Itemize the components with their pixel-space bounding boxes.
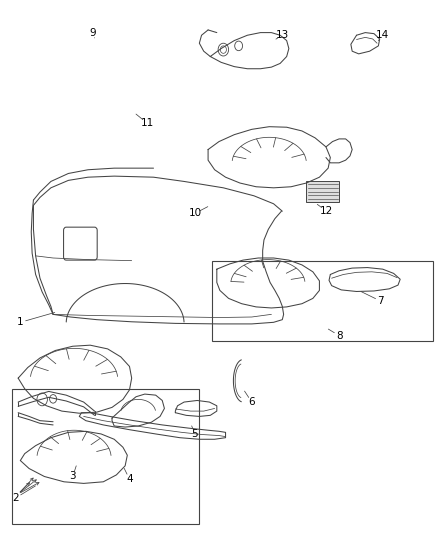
Text: 1: 1	[17, 317, 24, 327]
Text: 5: 5	[192, 429, 198, 439]
Text: 2: 2	[13, 492, 19, 503]
Text: 11: 11	[140, 118, 154, 128]
Bar	[12, 389, 199, 524]
Text: 7: 7	[377, 296, 384, 306]
Text: 4: 4	[126, 474, 133, 484]
Text: 12: 12	[319, 206, 332, 216]
Text: 6: 6	[248, 397, 255, 407]
Text: 13: 13	[276, 30, 289, 41]
Text: 14: 14	[376, 30, 389, 41]
Bar	[212, 261, 433, 341]
Text: 10: 10	[188, 208, 201, 219]
Bar	[306, 181, 339, 201]
Text: 9: 9	[89, 28, 95, 38]
Text: 8: 8	[336, 330, 343, 341]
Text: 3: 3	[69, 472, 76, 481]
